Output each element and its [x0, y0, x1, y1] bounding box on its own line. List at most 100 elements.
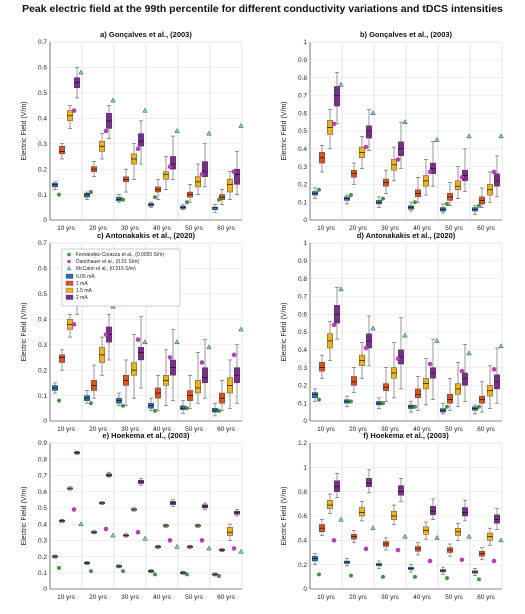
xtick-label: 20 yrs [349, 225, 367, 232]
marker-dannhauer [331, 538, 337, 543]
xtick-label: 60 yrs [477, 225, 495, 232]
xtick-label: 10 yrs [57, 594, 75, 601]
marker-dannhauer [427, 169, 433, 175]
marker-mccann [206, 545, 212, 551]
box-005mA [212, 207, 218, 211]
marker-dannhauer [363, 546, 369, 552]
box-1mA [447, 394, 453, 404]
ytick-label: 0.5 [38, 505, 47, 512]
ytick-label: 1 [303, 39, 307, 46]
ytick-label: 0.8 [38, 456, 47, 463]
panel-title: b) Gonçalves et al., (2003) [360, 30, 453, 39]
marker-fernandez [89, 190, 93, 194]
ytick-label: 0.3 [298, 365, 307, 372]
marker-fernandez [381, 401, 385, 406]
xtick-label: 30 yrs [381, 594, 399, 601]
box-15mA [359, 507, 365, 517]
ytick-label: 1 [303, 465, 307, 472]
panel-d: 0 0.1 0.2 0.3 0.4 0.5 0.6 0.7 0.8 0.9 1 d) Antonaka… [281, 231, 504, 433]
marker-dannhauer [167, 355, 173, 360]
box-1mA [351, 376, 357, 386]
xtick-label: 20 yrs [89, 225, 107, 232]
xtick-label: 10 yrs [317, 594, 335, 601]
legend-label: 2 mA [76, 295, 88, 301]
xtick-label: 20 yrs [89, 426, 107, 433]
box-2mA [202, 161, 208, 177]
marker-fernandez [121, 569, 125, 574]
legend: Fernández-Corazza et al., (0.0055 S/m)Da… [61, 248, 181, 307]
marker-dannhauer [491, 169, 497, 175]
marker-dannhauer [231, 546, 237, 551]
marker-dannhauer [331, 322, 337, 328]
box-1mA [415, 388, 421, 399]
xtick-label: 30 yrs [121, 426, 139, 433]
marker-mccann [142, 107, 148, 113]
marker-dannhauer [135, 337, 141, 342]
marker-dannhauer [459, 368, 465, 374]
ytick-label: 0 [303, 418, 307, 425]
marker-dannhauer [199, 171, 205, 177]
panel-title: d) Antonakakis et al., (2020) [357, 231, 456, 240]
xtick-label: 40 yrs [153, 225, 171, 232]
ytick-label: 1 [303, 240, 307, 247]
ytick-label: 0 [303, 217, 307, 224]
marker-fernandez [413, 200, 417, 205]
ytick-label: 0 [43, 217, 47, 224]
panel-a: 0 0.1 0.2 0.3 0.4 0.5 0.6 0.7 a) Gonçalves et al… [21, 30, 244, 232]
ytick-label: 0.6 [298, 311, 307, 318]
ytick-label: 0.6 [38, 65, 47, 72]
box-2mA [106, 473, 112, 477]
xtick-label: 10 yrs [317, 426, 335, 433]
ytick-label: 0.6 [38, 266, 47, 273]
marker-fernandez [57, 565, 61, 570]
xtick-label: 30 yrs [121, 225, 139, 232]
ytick-label: 0.9 [298, 57, 307, 64]
xtick-label: 40 yrs [413, 225, 431, 232]
marker-fernandez [57, 398, 61, 403]
marker-dannhauer [427, 558, 433, 564]
xtick-label: 20 yrs [349, 426, 367, 433]
marker-dannhauer [427, 361, 433, 367]
xtick-label: 50 yrs [185, 225, 203, 232]
xtick-label: 10 yrs [57, 426, 75, 433]
box-15mA [227, 527, 233, 536]
box-15mA [131, 362, 137, 376]
ytick-label: 0.7 [38, 473, 47, 480]
xtick-label: 60 yrs [477, 426, 495, 433]
legend-box [61, 248, 181, 307]
marker-mccann [498, 343, 504, 349]
box-1mA [319, 362, 325, 372]
box-2mA [202, 367, 208, 384]
ytick-label: 0.9 [298, 258, 307, 265]
xtick-label: 10 yrs [57, 225, 75, 232]
marker-fernandez [349, 399, 353, 404]
xtick-label: 40 yrs [153, 594, 171, 601]
marker-dannhauer [135, 146, 141, 152]
marker-fernandez [349, 573, 353, 578]
ytick-label: 0.5 [38, 90, 47, 97]
legend-swatch [65, 287, 74, 293]
legend-label: Fernández-Corazza et al., (0.0055 S/m) [76, 252, 164, 258]
xtick-label: 60 yrs [217, 426, 235, 433]
ytick-label: 0.1 [298, 199, 307, 206]
marker-fernandez [121, 403, 125, 408]
legend-label: McCann et al., (0.016 S/m) [76, 266, 136, 272]
xtick-label: 30 yrs [381, 225, 399, 232]
marker-dannhauer [71, 507, 77, 512]
box-2mA [138, 347, 144, 361]
marker-dannhauer [231, 352, 237, 358]
marker-fernandez [445, 576, 449, 580]
marker-mccann [206, 344, 212, 350]
marker-mccann [434, 137, 440, 142]
box-2mA [234, 168, 240, 185]
marker-mccann [402, 533, 408, 539]
legend-marker-dannhauer [67, 259, 71, 264]
marker-fernandez [185, 406, 189, 411]
legend-swatch [65, 294, 74, 300]
box-15mA [195, 380, 201, 394]
marker-fernandez [445, 202, 449, 206]
y-axis-label: Electric Field (V/m) [21, 486, 28, 545]
box-005mA [312, 392, 318, 399]
marker-mccann [110, 532, 116, 538]
marker-mccann [174, 128, 180, 133]
